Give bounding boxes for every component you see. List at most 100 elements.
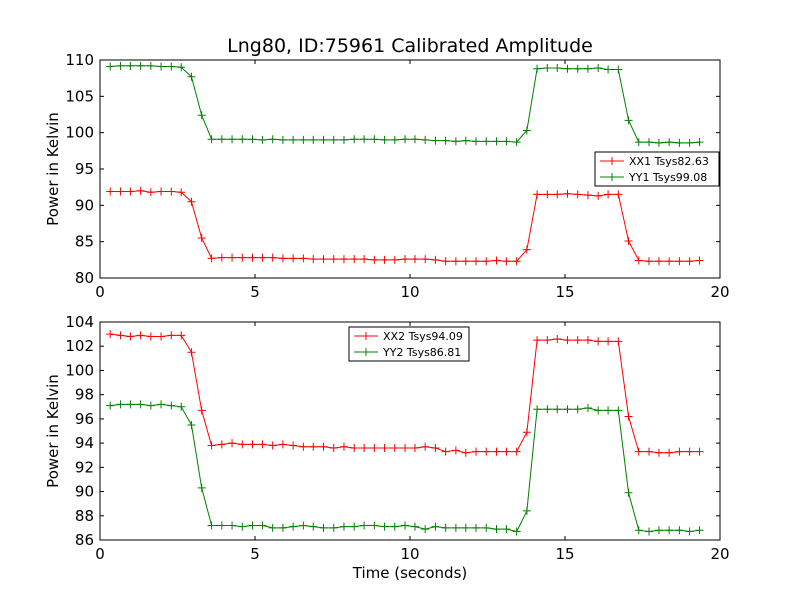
top-series-0-point (502, 257, 511, 266)
top-series-0-point (319, 255, 328, 264)
bottom-series-1-point (665, 526, 674, 535)
top-series-1-point (309, 135, 318, 144)
bottom-series-1-point (167, 401, 176, 410)
bottom-series-1-point (258, 521, 267, 530)
bottom-series-1-point (553, 405, 562, 414)
top-legend-marker-1 (608, 173, 616, 181)
top-series-0-point (695, 256, 704, 265)
bottom-series-0-point (289, 441, 298, 450)
top-series-1-point (421, 135, 430, 144)
top-y-tick-label: 85 (75, 233, 94, 251)
bottom-series-0-point (390, 443, 399, 452)
bottom-y-tick-label: 98 (75, 386, 94, 404)
bottom-series-0-point (146, 332, 155, 341)
bottom-series-0-point (350, 443, 359, 452)
top-series-0-point (675, 257, 684, 266)
bottom-series-0-point (360, 443, 369, 452)
top-series-1-point (380, 135, 389, 144)
bottom-x-tick-label: 15 (555, 545, 574, 563)
top-series-0-point (634, 256, 643, 265)
top-series-1-point (654, 138, 663, 147)
bottom-series-0-point (553, 334, 562, 343)
bottom-series-0-point (502, 447, 511, 456)
top-series-1-point (482, 137, 491, 146)
bottom-series-0-point (451, 446, 460, 455)
top-series-0-point (461, 257, 470, 266)
bottom-y-tick-label: 90 (75, 483, 94, 501)
top-series-1-point (197, 111, 206, 120)
bottom-y-tick-label: 92 (75, 458, 94, 476)
top-legend: XX1 Tsys82.63 YY1 Tsys99.08 (594, 151, 720, 187)
top-series-1-point (492, 137, 501, 146)
top-x-tick-label: 20 (710, 283, 729, 301)
bottom-x-tick-label: 0 (95, 545, 105, 563)
top-x-tick-label: 0 (95, 283, 105, 301)
top-series-0-point (472, 257, 481, 266)
bottom-y-tick-label: 94 (75, 434, 94, 452)
top-series-0-point (604, 190, 613, 199)
bottom-series-1-point (421, 525, 430, 534)
top-series-0-point (380, 255, 389, 264)
bottom-series-1-point (410, 522, 419, 531)
bottom-series-0-point (624, 412, 633, 421)
bottom-series-1-point (614, 406, 623, 415)
bottom-series-1-point (685, 527, 694, 536)
bottom-series-0-point (401, 443, 410, 452)
bottom-series-0-point (492, 447, 501, 456)
bottom-series-1-point (157, 400, 166, 409)
bottom-series-1-point (522, 506, 531, 515)
bottom-series-1-point (238, 522, 247, 531)
bottom-series-0-point (106, 330, 115, 339)
bottom-series-1-point (583, 403, 592, 412)
top-series-1-point (645, 138, 654, 147)
top-series-1-point (319, 135, 328, 144)
top-series-1-point (238, 135, 247, 144)
bottom-series-1-point (299, 521, 308, 530)
top-series-0-point (441, 257, 450, 266)
bottom-series-1-point (441, 523, 450, 532)
bottom-series-0-point (645, 447, 654, 456)
top-series-1-point (410, 135, 419, 144)
top-series-0-point (146, 188, 155, 197)
top-series-1-point (136, 61, 145, 70)
bottom-series-1-point (512, 527, 521, 536)
bottom-series-0-point (441, 447, 450, 456)
top-series-0-point (309, 255, 318, 264)
bottom-series-0-point (126, 332, 135, 341)
top-series-0-point (685, 257, 694, 266)
top-series-0-point (614, 190, 623, 199)
top-series-1-point (695, 138, 704, 147)
top-series-1-point (472, 137, 481, 146)
bottom-series-0-point (614, 337, 623, 346)
top-series-0-point (451, 257, 460, 266)
top-legend-box (594, 151, 720, 187)
top-series-1-point (339, 135, 348, 144)
top-series-0-point (268, 253, 277, 262)
top-series-0-point (654, 257, 663, 266)
top-series-1-point (390, 135, 399, 144)
top-plot-panel: 0 5 10 15 20 80 85 90 95 100 105 110 Lng80, ID:75961… (44, 35, 730, 301)
bottom-series-1-point (228, 521, 237, 530)
top-series-1-point (553, 63, 562, 72)
bottom-series-0-point (522, 428, 531, 437)
bottom-series-1-point (695, 526, 704, 535)
bottom-series-1-point (431, 522, 440, 531)
top-series-1-point (350, 135, 359, 144)
bottom-series-0-point (309, 442, 318, 451)
top-series-1-point (258, 135, 267, 144)
bottom-series-1-point (461, 523, 470, 532)
top-y-axis-label: Power in Kelvin (44, 112, 62, 226)
top-series-1-point (461, 136, 470, 145)
top-series-1-point (167, 62, 176, 71)
bottom-legend-marker-0 (362, 332, 370, 340)
bottom-series-1-point (207, 521, 216, 530)
bottom-legend-label-0: XX2 Tsys94.09 (383, 330, 463, 343)
top-y-tick-label: 105 (65, 87, 94, 105)
bottom-series-0-point (512, 447, 521, 456)
bottom-series-0-point (258, 440, 267, 449)
bottom-series-1-point (624, 488, 633, 497)
top-x-tick-label: 10 (400, 283, 419, 301)
bottom-series-0-point (573, 336, 582, 345)
bottom-series-0-point (654, 448, 663, 457)
